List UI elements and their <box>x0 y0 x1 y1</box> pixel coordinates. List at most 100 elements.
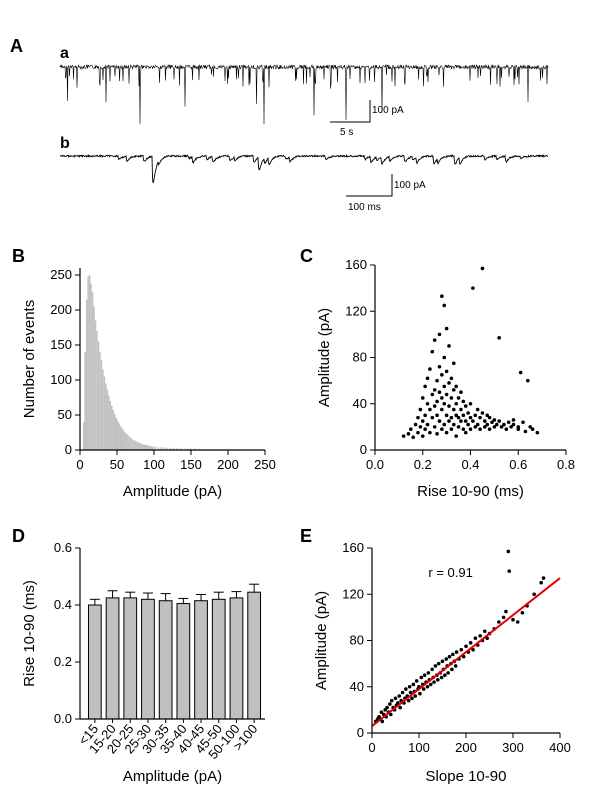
histogram-bar <box>96 331 98 450</box>
scatter-e-point <box>532 592 536 597</box>
scatter-c-point <box>440 407 444 412</box>
histogram-x-tick-label: 100 <box>143 457 165 472</box>
scatter-c-point <box>425 376 430 381</box>
scatter-c-point <box>418 407 423 412</box>
scatter-c-point <box>461 399 466 404</box>
scatter-c-point <box>447 344 451 348</box>
bar-d-y-tick-label: 0.6 <box>54 540 72 555</box>
scatter-c-point <box>494 422 499 427</box>
scatter-e-point <box>430 667 434 672</box>
scatter-e-x-tick-label: 200 <box>455 740 477 755</box>
scalebar-b-lines <box>346 174 393 197</box>
scatter-c-point <box>430 415 435 420</box>
scatter-c-point <box>518 370 523 375</box>
scatter-c-point <box>459 407 463 412</box>
histogram-x-tick-label: 200 <box>217 457 239 472</box>
scatter-e-point <box>411 682 416 687</box>
scatter-c-point <box>497 336 501 340</box>
scatter-e-point <box>419 675 424 680</box>
bar-d-y-tick-label: 0.4 <box>54 597 72 612</box>
scatter-c-point <box>478 427 482 431</box>
scatter-c-point <box>442 303 447 308</box>
histogram-bar <box>102 369 104 450</box>
scatter-c-y-label: Amplitude (pA) <box>316 308 333 407</box>
scatter-c-x-tick-label: 0.4 <box>461 457 479 472</box>
histogram-bar <box>175 447 177 450</box>
histogram-bars <box>82 275 237 450</box>
scatter-c-point <box>440 294 444 299</box>
histogram-bar <box>163 447 166 450</box>
scatter-e-point <box>397 694 402 698</box>
scatter-e-y-tick-label: 80 <box>350 633 364 648</box>
histogram-bar <box>148 445 150 450</box>
scatter-c-point <box>411 435 416 440</box>
scatter-e-point <box>507 569 512 573</box>
scalebar-b: 100 pA 100 ms <box>346 174 426 213</box>
scatter-e-point <box>389 712 393 717</box>
scatter-e-point <box>408 690 413 695</box>
scatter-e-point <box>436 678 440 682</box>
scatter-c-point <box>437 419 442 423</box>
scatter-rise-vs-amplitude: 0.0 0.2 0.4 0.6 0.8 0 40 80 120 160 Rise 10-90 (m… <box>316 257 575 500</box>
scatter-c-point <box>454 413 458 418</box>
scatter-c-point <box>451 422 456 427</box>
scatter-c-axes: 0.0 0.2 0.4 0.6 0.8 0 40 80 120 160 <box>345 257 575 472</box>
histogram-bar <box>91 292 94 450</box>
bar-rise-by-amplitude: 0.00.20.40.6<1515-2020-2525-3030-3535-40… <box>21 540 265 785</box>
scatter-c-point <box>401 434 406 438</box>
scatter-c-point <box>511 418 516 422</box>
histogram-bar <box>87 276 89 450</box>
histogram-y-label: Number of events <box>21 300 38 418</box>
histogram-bar <box>184 448 186 450</box>
scatter-c-point <box>468 427 473 431</box>
histogram-bar <box>106 389 109 450</box>
histogram-bar <box>90 283 92 450</box>
histogram-bar <box>108 395 110 450</box>
scatter-e-y-tick-label: 160 <box>342 540 364 555</box>
histogram-amplitude: 0 50 100 150 200 250 0 50 100 150 200 250 Amplitude… <box>21 267 276 500</box>
scatter-c-point <box>437 364 442 369</box>
scatter-e-fit-line <box>371 577 561 727</box>
scalebar-a-lines <box>330 100 371 123</box>
histogram-bar <box>181 448 183 450</box>
scatter-e-point <box>398 705 403 710</box>
histogram-bar <box>139 443 141 450</box>
scatter-c-point <box>526 378 530 383</box>
scatter-c-point <box>449 376 454 381</box>
histogram-bar <box>105 383 107 450</box>
histogram-y-tick-label: 100 <box>50 372 72 387</box>
scatter-c-point <box>428 407 432 412</box>
bar-d-bar <box>194 600 208 720</box>
bar-d-bar <box>87 604 102 720</box>
scatter-e-point <box>483 629 487 634</box>
scatter-c-point <box>442 355 447 360</box>
scatter-c-point <box>468 415 473 420</box>
scalebar-a-amplitude: 100 pA <box>372 105 404 116</box>
bar-d-bar <box>158 600 173 720</box>
scatter-c-point <box>459 390 463 394</box>
trace-a <box>59 63 549 125</box>
scatter-c-point <box>432 404 437 408</box>
scatter-c-x-tick-label: 0.8 <box>557 457 575 472</box>
scatter-c-point <box>504 427 509 431</box>
histogram-bar <box>112 410 115 450</box>
histogram-bar <box>88 275 91 450</box>
scatter-c-point <box>447 419 451 423</box>
scatter-e-y-tick-label: 120 <box>342 586 364 601</box>
scatter-e-point <box>443 673 447 677</box>
scatter-c-y-tick-label: 40 <box>353 396 367 411</box>
scatter-c-point <box>463 404 468 408</box>
histogram-bar <box>151 446 153 450</box>
histogram-bar <box>114 414 116 450</box>
histogram-bar <box>149 445 152 450</box>
histogram-y-tick-label: 200 <box>50 302 72 317</box>
histogram-bar <box>140 443 143 450</box>
scatter-c-point <box>437 390 442 394</box>
histogram-bar <box>115 417 117 450</box>
scatter-c-point <box>409 427 413 431</box>
scatter-e-point <box>520 610 525 615</box>
scatter-c-point <box>523 429 528 434</box>
scatter-c-point <box>449 427 454 431</box>
scatter-e-point <box>410 696 414 701</box>
scalebar-b-time: 100 ms <box>348 202 381 213</box>
